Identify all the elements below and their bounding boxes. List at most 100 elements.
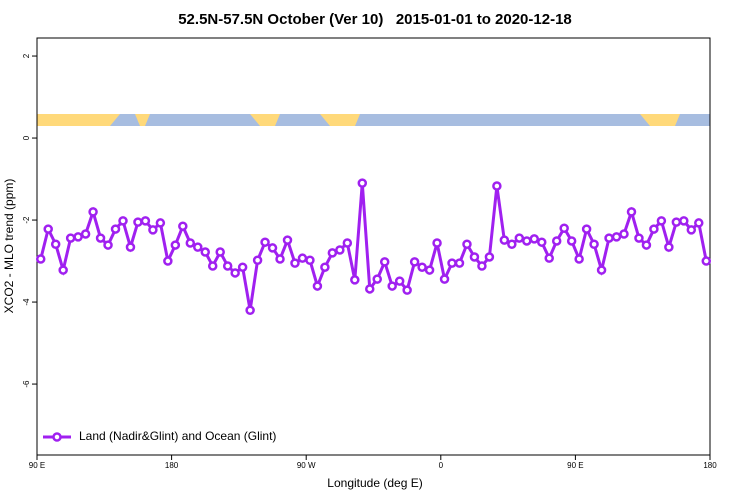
point — [671, 217, 682, 227]
x-tick-label: 180 — [703, 461, 717, 470]
point — [372, 274, 382, 284]
point — [260, 237, 270, 247]
point — [200, 247, 210, 257]
x-tick-label: 90 E — [567, 461, 583, 470]
point — [88, 207, 98, 217]
point — [193, 242, 203, 252]
point — [649, 224, 659, 234]
chart-title: 52.5N-57.5N October (Ver 10) 2015-01-01 … — [178, 11, 572, 28]
point — [252, 255, 263, 265]
y-tick-label: -2 — [22, 216, 31, 224]
point — [305, 255, 315, 265]
point — [447, 258, 457, 268]
y-tick-label: -6 — [22, 380, 31, 388]
point — [686, 225, 697, 235]
point — [417, 262, 427, 272]
legend-marker — [52, 432, 62, 442]
point — [402, 285, 412, 295]
point — [477, 261, 487, 271]
y-tick-label: -4 — [22, 298, 31, 306]
point — [462, 239, 472, 249]
point — [507, 239, 517, 249]
x-axis-label: Longitude (deg E) — [327, 476, 422, 490]
point — [207, 261, 218, 271]
point — [581, 224, 592, 234]
point — [43, 224, 53, 234]
point — [484, 252, 495, 262]
point — [566, 236, 577, 246]
point — [110, 224, 121, 234]
point — [641, 240, 652, 250]
legend-label: Land (Nadir&Glint) and Ocean (Glint) — [79, 429, 276, 443]
point — [312, 281, 323, 291]
point — [125, 242, 136, 252]
point — [58, 265, 68, 275]
point — [387, 281, 397, 291]
x-tick-label: 0 — [439, 461, 444, 470]
point — [335, 245, 345, 255]
point — [589, 239, 599, 249]
point — [95, 233, 106, 243]
point — [424, 265, 435, 275]
point — [619, 229, 629, 239]
point — [469, 252, 480, 262]
point — [342, 238, 353, 248]
point — [634, 233, 644, 243]
x-tick-label: 90 E — [29, 461, 45, 470]
point — [178, 221, 188, 231]
point — [394, 276, 405, 286]
point — [320, 262, 330, 272]
point — [522, 236, 532, 246]
point — [50, 239, 61, 249]
y-tick-label: 0 — [22, 135, 31, 140]
point — [499, 235, 510, 245]
point — [222, 261, 233, 271]
point — [230, 268, 240, 278]
point — [664, 242, 674, 252]
point — [492, 181, 502, 191]
point — [170, 240, 181, 250]
point — [529, 234, 540, 244]
y-tick-label: 2 — [22, 53, 31, 58]
point — [604, 233, 614, 243]
point — [544, 253, 554, 263]
point — [551, 236, 562, 246]
point — [245, 305, 255, 316]
x-tick-label: 180 — [165, 461, 179, 470]
point — [379, 257, 390, 267]
point — [35, 254, 46, 264]
point — [185, 238, 196, 248]
y-axis-label: XCO2 - MLO trend (ppm) — [2, 179, 16, 314]
point — [596, 265, 607, 275]
point — [701, 256, 712, 266]
point — [267, 243, 278, 253]
point — [73, 232, 83, 242]
point — [365, 284, 375, 294]
point — [215, 247, 225, 257]
point — [297, 253, 308, 263]
point — [559, 223, 569, 234]
plot-frame — [36, 37, 711, 456]
point — [133, 217, 143, 227]
point — [694, 218, 704, 228]
point — [275, 254, 285, 264]
point — [611, 232, 622, 242]
x-tick-label: 90 W — [297, 461, 316, 470]
point — [140, 216, 151, 226]
point — [537, 237, 547, 247]
point — [357, 178, 368, 188]
point — [327, 248, 338, 258]
point — [163, 256, 173, 266]
point — [65, 233, 76, 243]
point — [290, 258, 300, 268]
point — [155, 218, 166, 228]
point — [454, 258, 465, 268]
point — [148, 225, 158, 235]
point — [656, 216, 667, 226]
point — [118, 216, 128, 226]
point — [514, 233, 525, 243]
point — [409, 257, 420, 267]
point — [350, 275, 360, 285]
point — [439, 274, 450, 284]
